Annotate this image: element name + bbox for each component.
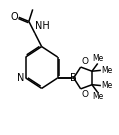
Text: Me: Me [101,81,112,90]
Text: NH: NH [35,21,50,31]
Text: B: B [70,73,77,83]
Text: Me: Me [92,92,103,102]
Text: Me: Me [92,54,103,63]
Text: O: O [11,12,18,22]
Text: N: N [17,73,24,83]
Text: O: O [81,57,88,66]
Text: Me: Me [101,66,112,75]
Text: O: O [81,90,88,99]
